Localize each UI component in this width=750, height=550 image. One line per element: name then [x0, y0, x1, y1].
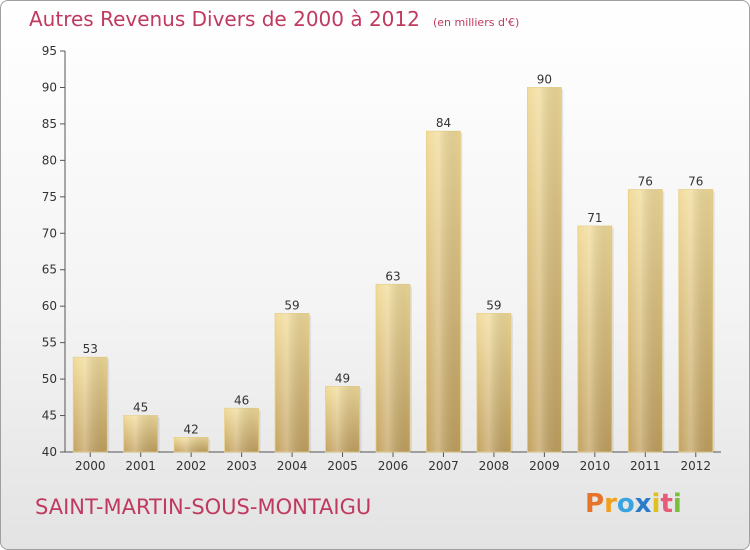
logo-letter: t: [660, 489, 673, 519]
y-tick-label: 55: [42, 336, 57, 350]
y-tick-label: 80: [42, 153, 57, 167]
x-tick-label: 2002: [176, 459, 207, 473]
data-label: 45: [133, 401, 148, 415]
commune-name: SAINT-MARTIN-SOUS-MONTAIGU: [35, 495, 372, 519]
x-tick-label: 2010: [580, 459, 611, 473]
data-label: 59: [284, 298, 299, 312]
bar-sheen: [325, 386, 360, 452]
x-tick-label: 2009: [529, 459, 560, 473]
bar-sheen: [678, 189, 713, 452]
data-label: 84: [436, 116, 451, 130]
data-label: 59: [486, 298, 501, 312]
data-label: 53: [83, 342, 98, 356]
logo-letter: o: [616, 489, 635, 519]
data-label: 76: [688, 175, 703, 189]
axes: 40 45 50 55 60 65 70 75 80 85 90 95 2000 2001 2002 2003…: [42, 44, 721, 473]
x-tick-label: 2004: [277, 459, 308, 473]
data-label: 90: [537, 72, 552, 86]
x-tick-label: 2007: [428, 459, 459, 473]
y-tick-label: 95: [42, 44, 57, 58]
logo-letter: i: [672, 489, 682, 519]
bar-sheen: [426, 131, 461, 452]
data-label: 49: [335, 371, 350, 385]
title-row: Autres Revenus Divers de 2000 à 2012 (en…: [29, 7, 519, 31]
x-tick-label: 2011: [630, 459, 661, 473]
logo-letter: i: [651, 489, 661, 519]
y-tick-label: 75: [42, 190, 57, 204]
bar-sheen: [73, 357, 108, 452]
x-tick-label: 2012: [680, 459, 711, 473]
logo-letter: r: [604, 489, 617, 519]
data-label: 76: [638, 175, 653, 189]
x-tick-label: 2006: [378, 459, 409, 473]
chart-title: Autres Revenus Divers de 2000 à 2012: [29, 7, 420, 31]
bar-sheen: [174, 437, 209, 452]
x-tick-label: 2001: [125, 459, 156, 473]
data-label: 63: [385, 269, 400, 283]
value-labels: 53 45 42 46 59 49 63 84 59 90 71 76 76: [83, 72, 704, 436]
x-tick-label: 2003: [226, 459, 257, 473]
y-tick-label: 65: [42, 263, 57, 277]
data-label: 71: [587, 211, 602, 225]
y-tick-label: 50: [42, 372, 57, 386]
y-tick-label: 60: [42, 299, 57, 313]
x-tick-label: 2005: [327, 459, 358, 473]
bars-group: [72, 87, 715, 453]
y-tick-label: 40: [42, 445, 57, 459]
y-tick-label: 45: [42, 409, 57, 423]
chart-subtitle: (en milliers d'€): [432, 16, 520, 29]
y-tick-label: 70: [42, 226, 57, 240]
data-label: 42: [184, 422, 199, 436]
bar-sheen: [123, 415, 158, 452]
y-tick-label: 85: [42, 117, 57, 131]
bar-sheen: [476, 313, 511, 452]
bar-sheen: [628, 189, 663, 452]
bar-sheen: [577, 225, 612, 452]
bar-sheen: [527, 87, 562, 453]
bar-sheen: [224, 408, 259, 452]
x-tick-label: 2008: [479, 459, 510, 473]
logo-letter: P: [585, 489, 605, 519]
bar-sheen: [376, 284, 410, 452]
proxiti-logo: Proxiti: [585, 489, 682, 519]
data-label: 46: [234, 393, 249, 407]
logo-letter: x: [634, 489, 652, 519]
x-tick-label: 2000: [75, 459, 106, 473]
bar-sheen: [275, 313, 310, 452]
y-tick-label: 90: [42, 80, 57, 94]
